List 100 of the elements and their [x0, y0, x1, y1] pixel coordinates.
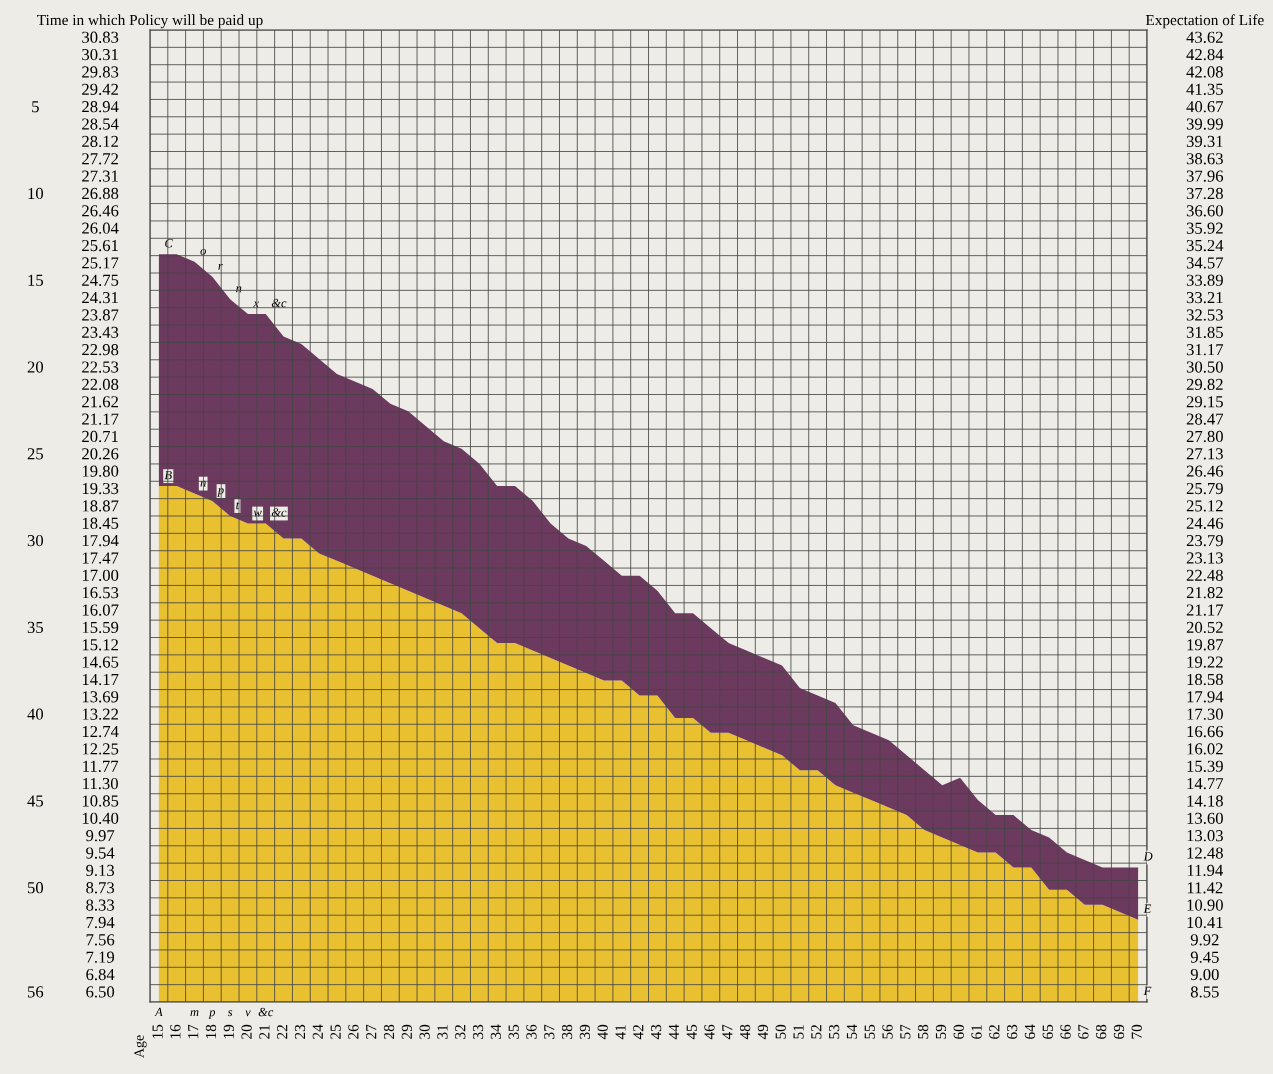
x-tick-label: 39 — [579, 1024, 591, 1039]
text: 35.92 — [1186, 222, 1223, 234]
text: 14.65 — [82, 656, 119, 668]
x-tick-label: 41 — [615, 1025, 626, 1040]
text: 31.85 — [1186, 326, 1223, 338]
x-tick-label: 42 — [633, 1025, 644, 1040]
text: 13.22 — [82, 708, 118, 720]
text: 29.82 — [1186, 378, 1223, 391]
text: 32.53 — [1186, 309, 1223, 321]
text: Age — [134, 1035, 147, 1058]
text: 19.33 — [82, 482, 119, 495]
annotation: x — [253, 301, 259, 308]
text: 24.46 — [1186, 517, 1224, 529]
text: A — [154, 1007, 163, 1017]
text: 17.94 — [1187, 691, 1224, 703]
x-tick-label: 25 — [330, 1024, 341, 1039]
text: 14.77 — [1187, 778, 1224, 790]
text: 27.80 — [1186, 430, 1223, 443]
x-tick-label: 59 — [935, 1024, 947, 1039]
text: 22.08 — [82, 378, 119, 391]
x-tick-label: 70 — [1131, 1024, 1142, 1039]
text: 42.84 — [1186, 48, 1224, 61]
text: &c — [258, 1007, 274, 1017]
x-tick-label: 63 — [1007, 1024, 1018, 1039]
text: 25.61 — [82, 239, 118, 252]
text: 21.17 — [82, 413, 119, 425]
text: 19.22 — [1187, 656, 1223, 668]
text: 18.45 — [82, 517, 119, 529]
text: 26.46 — [1186, 465, 1224, 477]
x-tick-label: 47 — [722, 1024, 733, 1040]
x-tick-label: 22 — [277, 1025, 288, 1039]
text: 41.35 — [1186, 83, 1223, 95]
text: 10.85 — [82, 795, 119, 807]
text: 17.30 — [1187, 708, 1223, 720]
text: 12.25 — [82, 743, 119, 755]
text: 15.12 — [82, 639, 118, 651]
text: 39.99 — [1186, 118, 1223, 130]
text: 9.45 — [1190, 951, 1219, 963]
x-tick-label: 17 — [188, 1024, 199, 1039]
text: 9.54 — [86, 847, 115, 859]
x-tick-label: 21 — [259, 1025, 270, 1039]
annotation: t — [236, 502, 240, 510]
text: 22.53 — [82, 361, 119, 373]
text: Expectation of Life — [1145, 14, 1264, 29]
text: 23.43 — [82, 326, 119, 338]
text: 20 — [27, 361, 44, 373]
x-tick-label: 31 — [437, 1025, 448, 1039]
text: 11.77 — [83, 760, 119, 772]
text: 9.00 — [1190, 968, 1219, 981]
x-tick-label: 27 — [366, 1024, 377, 1039]
x-tick-label: 50 — [775, 1024, 786, 1039]
text: 22.48 — [1186, 569, 1223, 581]
text: 21.82 — [1186, 587, 1223, 599]
text: s — [227, 1010, 233, 1017]
text: 12.48 — [1187, 847, 1223, 859]
x-tick-label: 58 — [917, 1024, 929, 1039]
text: 14.17 — [82, 673, 119, 686]
text: 24.75 — [82, 274, 119, 286]
text: 19.87 — [1187, 639, 1224, 651]
annotation: n — [236, 286, 242, 293]
x-tick-label: 62 — [989, 1025, 1000, 1039]
annotation: o — [200, 248, 206, 255]
text: 23.79 — [1186, 535, 1223, 547]
text: 22.98 — [82, 344, 119, 356]
text: 39.31 — [1186, 135, 1223, 148]
text: p — [208, 1010, 216, 1019]
text: 30.31 — [82, 48, 118, 61]
text: 9.97 — [86, 830, 115, 842]
x-tick-label: 33 — [472, 1024, 484, 1039]
x-tick-label: 64 — [1024, 1024, 1036, 1039]
text: 26.88 — [82, 187, 119, 200]
text: 6.84 — [86, 968, 115, 981]
x-tick-label: 56 — [882, 1024, 893, 1039]
text: 9.13 — [86, 864, 115, 877]
x-tick-label: 38 — [561, 1024, 573, 1039]
text: 26.46 — [82, 205, 119, 217]
text: 7.19 — [86, 951, 115, 963]
text: 10 — [28, 187, 44, 200]
annotation: &c — [271, 508, 287, 517]
text: 7.56 — [86, 934, 115, 946]
text: 23.13 — [1186, 552, 1223, 564]
text: 37.96 — [1186, 170, 1224, 182]
annotation: r — [218, 263, 223, 270]
text: 31.17 — [1186, 344, 1224, 356]
text: 35 — [27, 621, 44, 633]
x-tick-label: 28 — [383, 1024, 395, 1039]
text: 33.21 — [1186, 292, 1223, 304]
text: 38.63 — [1186, 153, 1223, 165]
text: 13.03 — [1187, 830, 1223, 842]
text: 21.62 — [82, 396, 118, 408]
text: 7.94 — [86, 916, 115, 929]
annotation: n — [200, 480, 206, 487]
x-tick-label: 34 — [490, 1024, 501, 1039]
x-tick-label: 45 — [686, 1024, 697, 1040]
text: v — [245, 1010, 251, 1017]
text: 29.15 — [1186, 396, 1223, 408]
text: 8.55 — [1190, 986, 1219, 998]
text: m — [190, 1010, 199, 1017]
x-tick-label: 20 — [241, 1024, 252, 1039]
text: 23.87 — [82, 309, 119, 321]
